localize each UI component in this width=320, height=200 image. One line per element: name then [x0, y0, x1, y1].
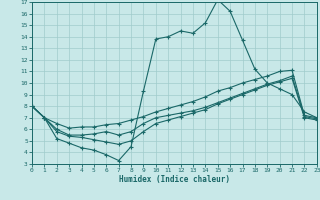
X-axis label: Humidex (Indice chaleur): Humidex (Indice chaleur)	[119, 175, 230, 184]
